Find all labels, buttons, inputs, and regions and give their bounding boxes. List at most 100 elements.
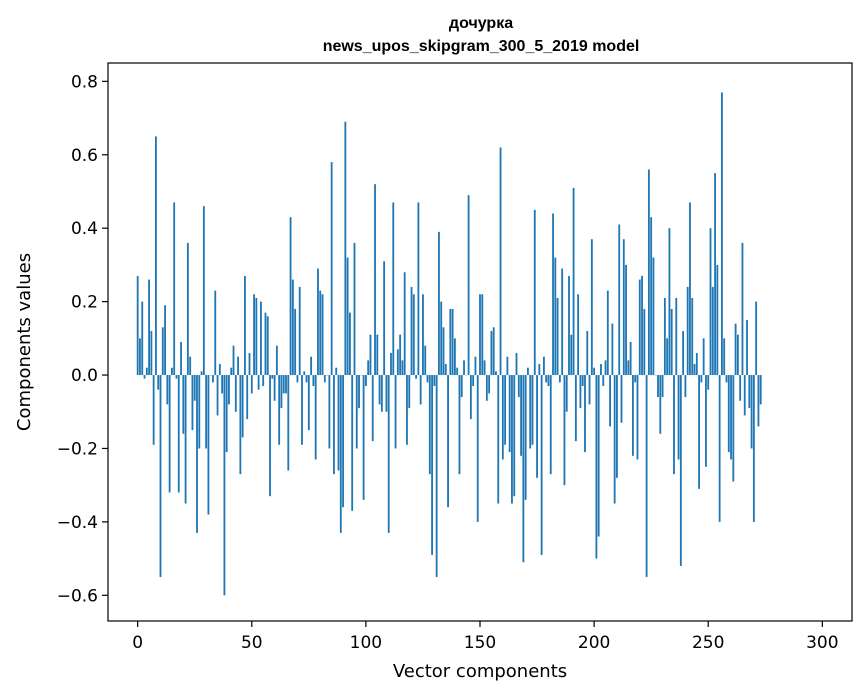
bar: [193, 375, 196, 401]
bar: [558, 375, 561, 383]
bar: [563, 375, 566, 486]
bar: [508, 375, 511, 453]
bar: [310, 356, 313, 376]
bar: [511, 375, 513, 504]
bar: [376, 334, 379, 376]
bar: [666, 338, 669, 376]
bar: [657, 375, 659, 398]
x-tick-label: 250: [692, 633, 724, 653]
bar: [349, 312, 351, 376]
bar: [716, 264, 719, 376]
bar: [604, 360, 607, 376]
bar: [333, 375, 335, 475]
bar: [718, 375, 721, 522]
bar: [262, 375, 265, 387]
y-axis: −0.6 −0.4 −0.2 0.0 0.2 0.4 0.6 0.8: [57, 72, 108, 606]
bar: [253, 294, 255, 376]
bar: [709, 228, 712, 376]
bar: [590, 239, 593, 376]
bar: [401, 360, 404, 376]
bar: [736, 334, 739, 376]
bar: [164, 305, 166, 376]
bar: [196, 375, 198, 533]
bar: [574, 375, 577, 442]
bar: [568, 275, 570, 376]
bar: [408, 375, 411, 409]
bar: [390, 353, 392, 376]
bar: [456, 367, 459, 376]
bar: [538, 364, 541, 376]
bar: [244, 275, 246, 376]
bar: [636, 375, 639, 460]
bar: [392, 202, 395, 376]
bar: [419, 375, 422, 405]
bar: [565, 375, 568, 412]
bar: [346, 257, 349, 376]
bar: [355, 375, 358, 449]
bar: [622, 239, 625, 376]
x-tick-label: 150: [464, 633, 496, 653]
bar: [271, 375, 274, 379]
bar: [291, 279, 294, 376]
bar: [460, 375, 463, 398]
bar: [495, 371, 497, 376]
bar: [312, 375, 315, 387]
bar: [335, 367, 338, 376]
bar: [202, 206, 205, 376]
bar: [364, 375, 367, 387]
bar: [739, 375, 742, 401]
bar: [581, 375, 584, 387]
bar: [351, 375, 354, 511]
bar: [524, 375, 527, 500]
bar: [695, 353, 698, 376]
bar: [328, 375, 331, 449]
bar: [406, 375, 408, 445]
bar: [150, 330, 153, 376]
y-tick-label: 0.2: [71, 293, 98, 313]
bar: [257, 375, 260, 390]
bar: [337, 375, 340, 471]
bar: [362, 375, 365, 500]
bar: [296, 375, 299, 383]
bar: [221, 375, 224, 394]
bar: [579, 375, 582, 409]
bar: [205, 375, 208, 449]
bar: [250, 375, 253, 394]
bar: [394, 375, 397, 449]
bar: [547, 375, 550, 387]
bar: [305, 375, 308, 383]
bar: [198, 375, 201, 449]
bar: [643, 308, 646, 376]
bar: [145, 367, 148, 376]
y-axis-label: Components values: [14, 253, 35, 431]
bar: [207, 375, 210, 515]
bar: [307, 375, 310, 431]
bar: [374, 184, 376, 376]
bar: [266, 316, 269, 376]
bar: [367, 360, 370, 376]
bar: [433, 375, 436, 387]
bar: [319, 290, 322, 376]
bar: [499, 147, 502, 376]
bar: [746, 319, 748, 376]
bar: [641, 275, 643, 376]
bar: [396, 349, 399, 376]
bar: [298, 286, 301, 376]
bar: [741, 242, 744, 376]
bar: [711, 286, 714, 376]
bar: [431, 375, 433, 555]
bar: [513, 375, 516, 497]
x-tick-label: 100: [350, 633, 382, 653]
y-tick-label: 0.8: [71, 72, 98, 92]
bar: [317, 268, 319, 376]
bar: [691, 297, 694, 376]
bar: [757, 375, 760, 427]
bar: [750, 375, 753, 449]
bar: [705, 375, 707, 467]
bar: [285, 375, 287, 394]
bar: [358, 375, 360, 409]
bar: [515, 353, 518, 376]
bar: [289, 217, 292, 376]
bar: [679, 375, 682, 566]
bar: [472, 375, 475, 387]
